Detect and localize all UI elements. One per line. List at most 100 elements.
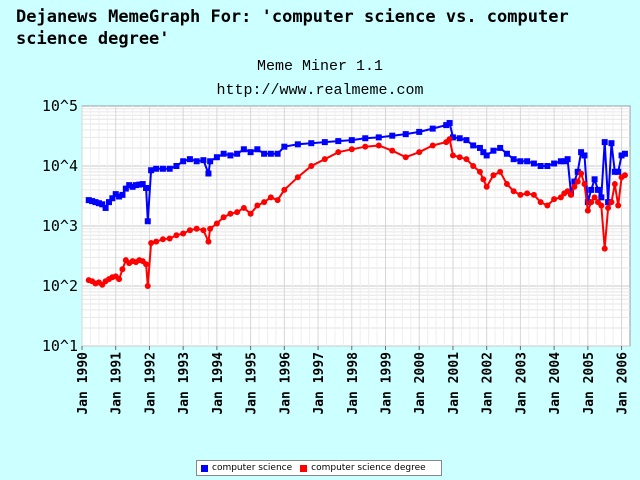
series-1-point [267,194,274,201]
series-0-point [240,146,247,153]
series-1-point [483,183,490,190]
series-1-point [544,202,551,209]
series-1-point [144,283,151,289]
series-1-point [476,168,483,175]
y-axis-ticks: 10^1 10^2 10^3 10^4 10^5 [42,97,78,355]
series-0-point [105,199,112,206]
x-tick-label: Jan 1998 [346,352,361,415]
series-1-point [389,147,396,154]
series-1-point [186,227,193,234]
series-0-point [144,218,151,225]
series-0-point [95,200,102,207]
series-0-point [321,139,328,146]
series-0-point [564,156,571,163]
series-1-point [362,143,369,150]
x-tick-label: Jan 1992 [143,352,158,415]
series-1-point [193,225,200,232]
series-1-point [173,232,180,239]
series-1-point [524,190,531,197]
series-0-point [122,185,129,192]
series-0-point [446,120,453,127]
series-1-point [200,227,207,234]
series-0-point [537,163,544,169]
series-0-point [335,138,342,145]
series-0-point [166,165,173,172]
series-0-point [429,125,436,132]
series-1-point [116,276,123,283]
legend-label-series-0: computer science [212,463,293,473]
series-1-point [605,204,612,211]
series-0-point [254,146,261,153]
series-1-point [294,174,301,181]
series-1-point [234,209,241,216]
series-1-point [254,202,261,209]
series-0-point [261,150,268,157]
series-1-point [274,197,281,204]
series-0-point [153,165,160,172]
legend: computer science computer science degree [196,460,442,476]
series-1-point [530,191,537,198]
series-1-point [571,183,578,190]
series-0-point [186,156,193,163]
series-0-point [557,158,564,165]
series-0-point [143,184,150,191]
series-0-point [89,198,96,205]
series-0-point [517,158,524,165]
series-0-point [581,152,588,159]
series-0-point [148,167,155,174]
y-tick-label: 10^3 [42,217,78,235]
series-1-point [375,142,382,149]
series-1-point [281,186,288,193]
legend-swatch-series-0 [201,464,208,472]
series-0-point [274,150,281,157]
x-tick-label: Jan 1993 [177,352,192,415]
series-1-point [205,238,212,245]
series-1-point [598,202,605,209]
y-tick-label: 10^5 [42,97,78,115]
series-1-point [148,240,155,247]
series-1-point [537,199,544,206]
x-tick-label: Jan 1996 [278,352,293,415]
series-0-point [611,168,618,175]
series-1-point [456,154,463,161]
series-1-point [503,181,510,188]
series-0-point [588,186,595,193]
series-0-point [608,140,615,147]
series-0-point [227,152,234,159]
series-0-point [200,157,207,164]
legend-swatch-series-1 [300,464,308,472]
series-0-point [99,201,106,208]
series-0-point [470,142,477,149]
series-1-point [517,191,524,198]
series-1-point [321,156,328,163]
series-0-point [348,137,355,144]
series-0-point [139,181,146,188]
series-1-point [574,178,581,185]
x-tick-label: Jan 2006 [616,352,631,415]
series-0-point [490,147,497,154]
series-1-point [213,220,220,227]
x-tick-label: Jan 2002 [481,352,496,415]
series-1-point [497,168,504,175]
series-0-point [503,150,510,157]
series-0-point [173,163,180,169]
series-0-point [621,150,628,157]
x-axis-ticks: Jan 1990 Jan 1991 Jan 1992 Jan 1993 Jan 1994… [76,346,631,415]
series-1-point [581,181,588,188]
x-tick-label: Jan 2001 [447,352,462,415]
series-1-point [449,152,456,159]
series-0-point [591,176,598,183]
series-1-point [335,149,342,156]
series-0-point [544,163,551,169]
series-0-point [618,152,625,159]
series-0-point [524,158,531,165]
series-0-point [362,135,369,142]
x-tick-label: Jan 2005 [582,352,597,415]
series-1-point [247,210,254,217]
legend-item-series-0: computer science [201,463,292,473]
series-0-point [402,131,409,138]
series-layer [85,120,628,289]
series-0-point [456,135,463,142]
x-tick-label: Jan 1994 [211,352,226,415]
series-1-point [180,230,187,237]
